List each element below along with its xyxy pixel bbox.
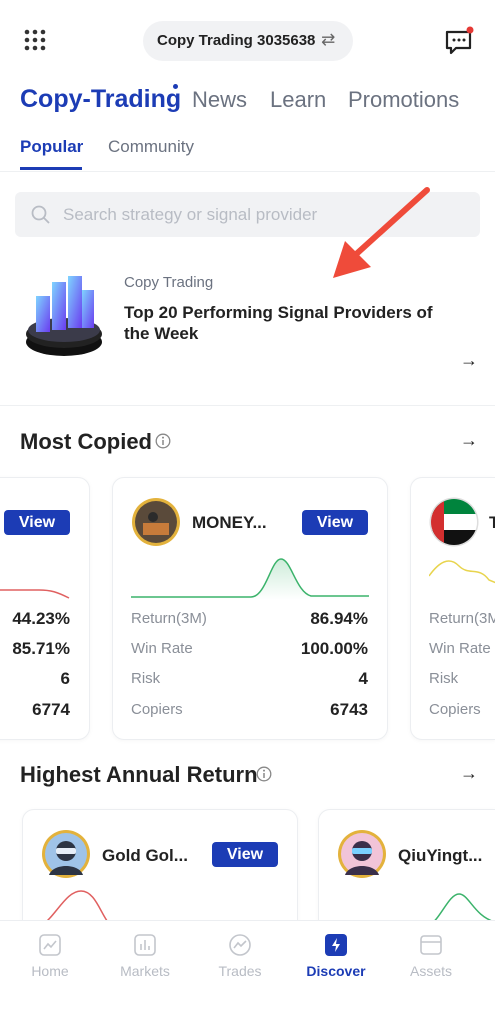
nav-label[interactable]: Discover: [306, 963, 366, 979]
sparkline: [0, 589, 70, 599]
tab-dot: [173, 84, 178, 89]
nav-icon[interactable]: [420, 934, 442, 956]
search-icon: [31, 205, 50, 224]
stat-value: 6: [60, 669, 70, 688]
nav-icon[interactable]: [134, 934, 156, 956]
section-arrow[interactable]: →: [460, 763, 478, 783]
sparkline: [429, 560, 495, 584]
trader-name: T: [489, 513, 495, 533]
stat-value: 44.23%: [12, 609, 70, 628]
info-icon[interactable]: [155, 433, 171, 449]
trader-name: MONEY...: [192, 513, 267, 532]
stat-value: 6774: [32, 700, 70, 719]
banner-label: Copy Trading: [124, 274, 214, 291]
view-button[interactable]: View: [4, 510, 70, 535]
account-switcher[interactable]: Copy Trading 3035638 ⇄: [143, 21, 353, 61]
swap-icon: ⇄: [321, 30, 336, 49]
nav-label[interactable]: Home: [31, 963, 69, 979]
stat-label: Risk: [131, 670, 161, 687]
menu-icon[interactable]: [24, 29, 48, 53]
tab[interactable]: News: [192, 87, 248, 112]
stat-label: Return(3M): [429, 610, 495, 627]
divider: [0, 405, 495, 406]
avatar: [42, 830, 90, 878]
annotation-arrow: [333, 187, 430, 278]
trader-card[interactable]: View 44.23% 85.71% 6 6774: [0, 477, 90, 740]
nav-label[interactable]: Trades: [218, 963, 262, 979]
trader-card[interactable]: T Return(3M) Win Rate Risk Copiers: [410, 477, 495, 740]
stat-value: 4: [358, 669, 368, 688]
stat-label: Risk: [429, 670, 459, 687]
avatar: [429, 497, 479, 547]
divider: [0, 171, 495, 172]
banner-image[interactable]: [22, 272, 108, 364]
view-button[interactable]: View: [302, 510, 368, 535]
nav-icon[interactable]: [39, 934, 61, 956]
banner-title[interactable]: Top 20 Performing Signal Providers of th…: [124, 303, 433, 343]
stat-label: Win Rate: [429, 640, 491, 657]
stat-label: Copiers: [131, 701, 183, 718]
search-placeholder: Search strategy or signal provider: [63, 205, 318, 224]
stat-label: Return(3M): [131, 610, 207, 627]
sparkline: [131, 558, 369, 600]
nav-label[interactable]: Assets: [409, 963, 452, 979]
view-button[interactable]: View: [212, 842, 278, 867]
section-title: Most Copied: [20, 429, 152, 454]
section-title: Highest Annual Return: [20, 762, 258, 787]
stat-value: 86.94%: [310, 609, 368, 628]
subtab-underline: [20, 167, 82, 170]
info-icon[interactable]: [256, 766, 272, 782]
sparkline: [429, 893, 495, 926]
sparkline: [41, 890, 112, 926]
nav-icon[interactable]: [325, 934, 347, 956]
tab[interactable]: Promotions: [348, 87, 460, 112]
avatar: [132, 498, 180, 546]
trader-name: Gold Gol...: [102, 846, 188, 865]
stat-value: 6743: [330, 700, 368, 719]
trader-card[interactable]: MONEY... View Return(3M) 86.94% Win Rate…: [112, 477, 388, 740]
nav-label[interactable]: Markets: [120, 963, 170, 979]
subtab[interactable]: Popular: [20, 137, 84, 156]
avatar: [338, 830, 386, 878]
stat-value: 85.71%: [12, 639, 70, 658]
stat-value: 100.00%: [300, 639, 368, 658]
tab[interactable]: Learn: [270, 87, 327, 112]
trader-name: QiuYingt...: [398, 846, 483, 865]
account-label: Copy Trading 3035638: [157, 32, 316, 49]
section-arrow[interactable]: →: [460, 430, 478, 450]
tab[interactable]: Copy-Trading: [20, 85, 182, 113]
banner-arrow[interactable]: →: [460, 350, 478, 370]
stat-label: Win Rate: [131, 640, 193, 657]
stat-label: Copiers: [429, 701, 481, 718]
messages-icon[interactable]: [444, 26, 476, 56]
nav-icon[interactable]: [229, 934, 251, 956]
subtab[interactable]: Community: [108, 137, 194, 156]
